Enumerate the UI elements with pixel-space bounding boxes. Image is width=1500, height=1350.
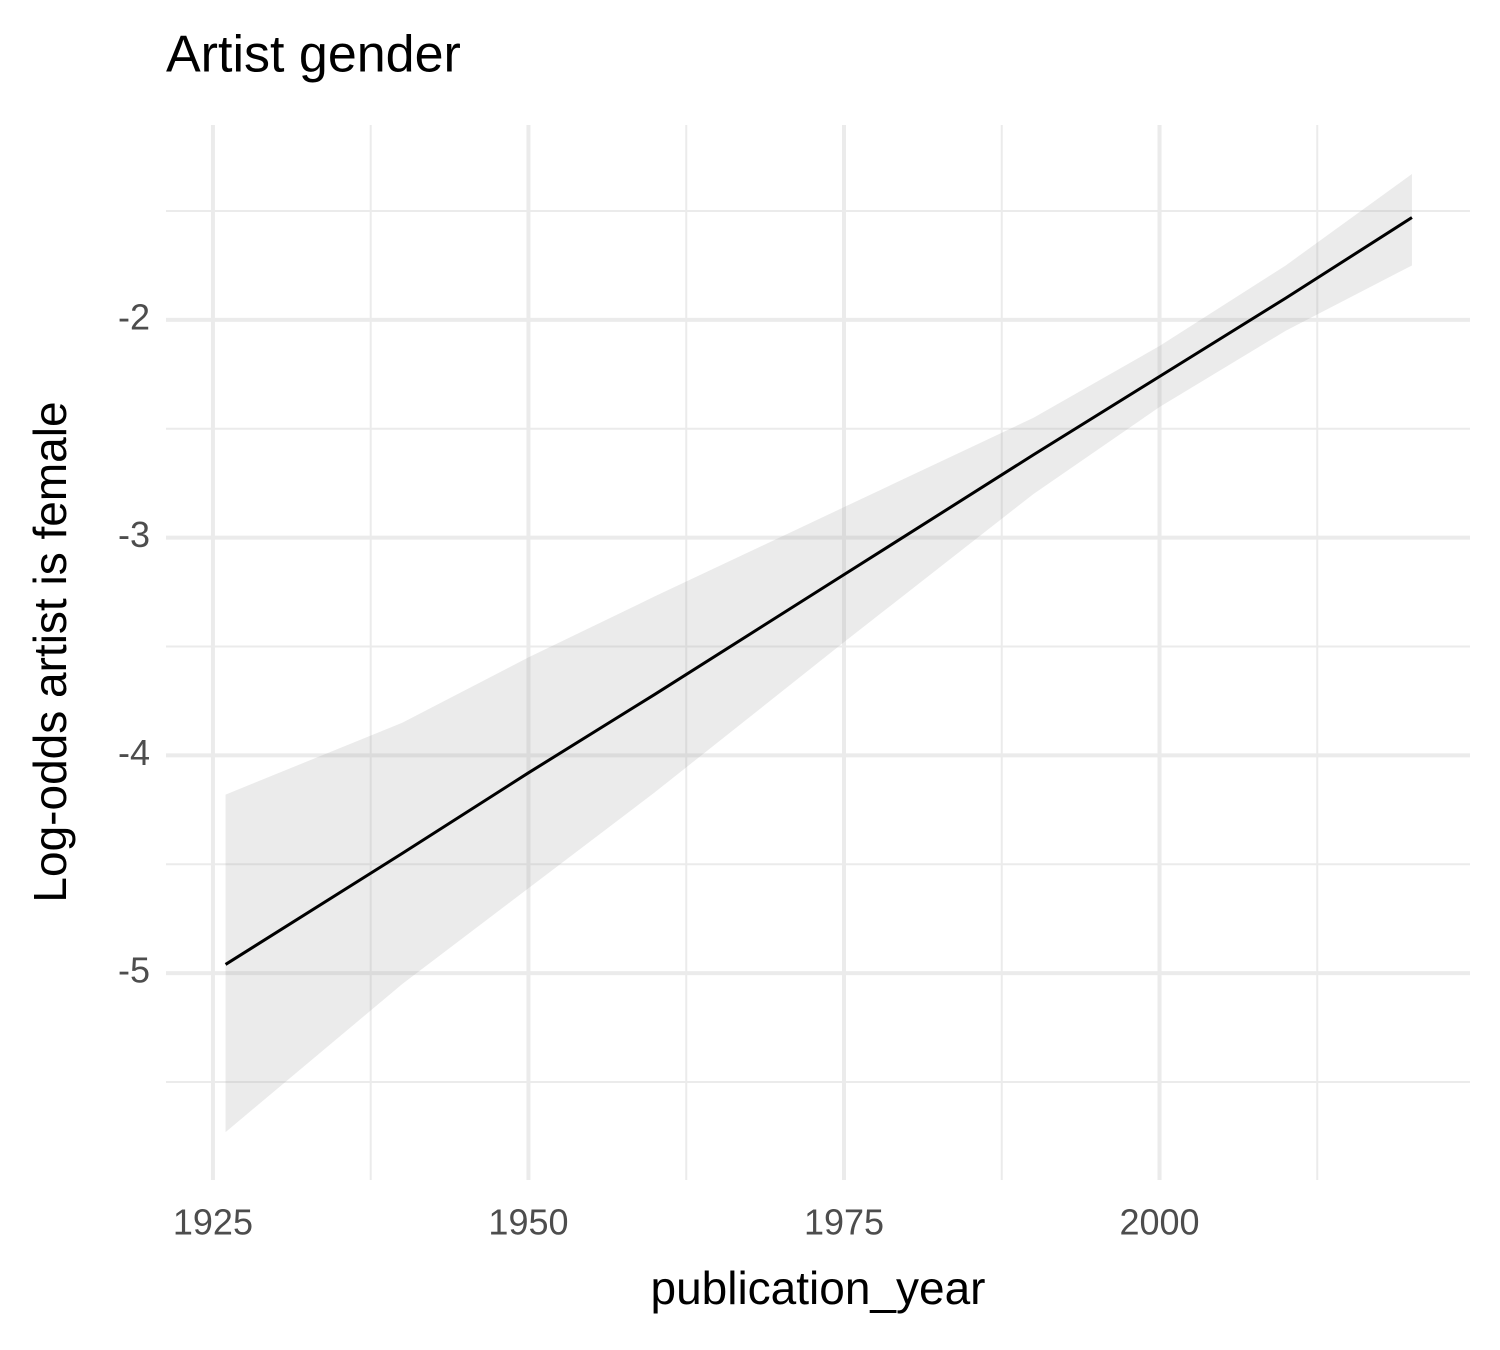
- confidence-band: [225, 173, 1412, 1133]
- line: [224, 216, 1413, 966]
- x-tick-label: 1975: [804, 1202, 884, 1243]
- y-tick-label: -3: [118, 514, 150, 555]
- y-tick-label: -4: [118, 732, 150, 773]
- y-tick-label: -2: [118, 296, 150, 337]
- x-axis-title: publication_year: [650, 1262, 985, 1314]
- y-axis-title: Log-odds artist is female: [24, 401, 76, 902]
- chart-title: Artist gender: [166, 26, 461, 84]
- x-tick-label: 2000: [1119, 1202, 1199, 1243]
- x-tick-label: 1950: [488, 1202, 568, 1243]
- y-tick-label: -5: [118, 950, 150, 991]
- x-tick-label: 1925: [173, 1202, 253, 1243]
